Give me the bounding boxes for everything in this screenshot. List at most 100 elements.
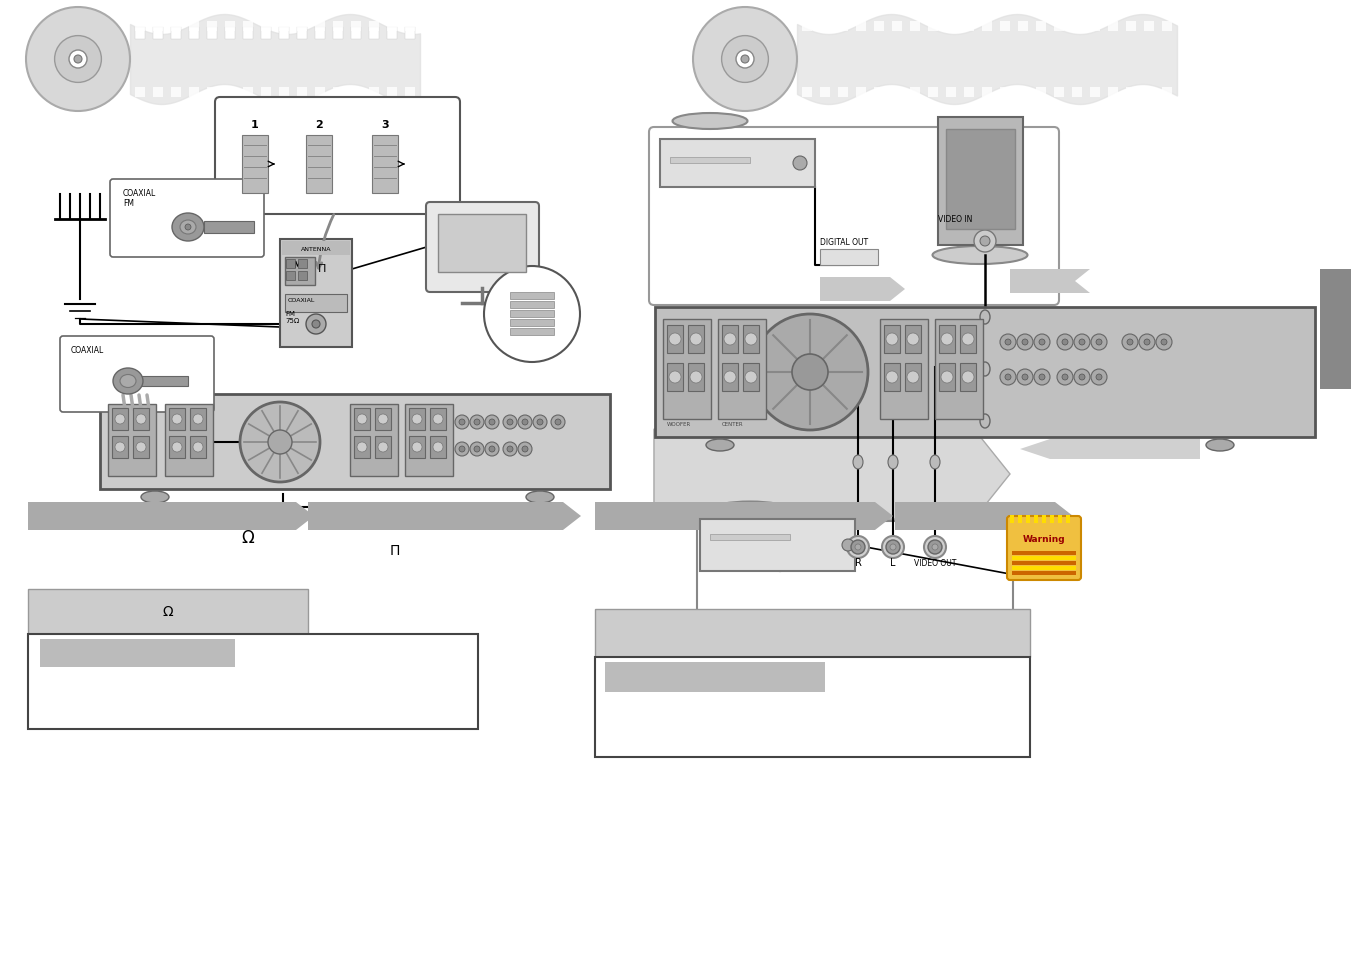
Bar <box>1125 88 1136 98</box>
Circle shape <box>942 334 952 346</box>
Circle shape <box>669 334 681 346</box>
Bar <box>838 22 848 32</box>
Circle shape <box>1021 339 1028 346</box>
Text: VIDEO OUT: VIDEO OUT <box>913 558 957 567</box>
Bar <box>1012 557 1075 560</box>
Ellipse shape <box>924 537 946 558</box>
Bar <box>189 28 199 40</box>
Bar <box>409 409 426 431</box>
Polygon shape <box>820 277 905 302</box>
Bar <box>1125 22 1136 32</box>
Bar <box>1019 22 1028 32</box>
Circle shape <box>942 372 952 384</box>
Bar <box>717 319 766 419</box>
Text: 75Ω: 75Ω <box>285 317 300 324</box>
Bar <box>946 22 957 32</box>
Bar <box>667 364 684 392</box>
Ellipse shape <box>69 51 86 69</box>
Bar <box>135 88 145 98</box>
Bar <box>261 22 272 32</box>
Text: L: L <box>890 558 896 567</box>
Circle shape <box>470 442 484 456</box>
Bar <box>911 88 920 98</box>
Circle shape <box>1000 370 1016 386</box>
Circle shape <box>474 419 480 426</box>
Bar <box>386 22 397 32</box>
Text: COAXIAL: COAXIAL <box>123 189 157 198</box>
Bar <box>802 88 812 98</box>
Bar <box>594 658 1029 758</box>
Circle shape <box>1017 335 1034 351</box>
Ellipse shape <box>113 369 143 395</box>
Circle shape <box>1034 335 1050 351</box>
Bar <box>207 28 218 40</box>
Bar <box>655 308 1315 437</box>
Circle shape <box>507 419 513 426</box>
Circle shape <box>193 415 203 424</box>
Circle shape <box>724 334 736 346</box>
Bar <box>409 436 426 458</box>
Bar <box>112 436 128 458</box>
Ellipse shape <box>141 492 169 503</box>
Bar <box>509 311 554 317</box>
Circle shape <box>503 442 517 456</box>
Bar <box>351 22 361 32</box>
Circle shape <box>1127 339 1133 346</box>
Circle shape <box>115 415 126 424</box>
Circle shape <box>555 419 561 426</box>
Bar <box>721 326 738 354</box>
Bar <box>299 260 307 269</box>
Ellipse shape <box>26 8 130 112</box>
Bar <box>350 405 399 476</box>
FancyBboxPatch shape <box>1006 517 1081 580</box>
Bar <box>884 364 900 392</box>
Circle shape <box>907 334 919 346</box>
Bar <box>509 329 554 335</box>
Text: Warning: Warning <box>1023 535 1066 543</box>
Bar <box>243 28 253 40</box>
Polygon shape <box>654 430 1011 519</box>
Bar <box>884 326 900 354</box>
Bar <box>315 22 326 32</box>
Circle shape <box>1034 370 1050 386</box>
Circle shape <box>1021 375 1028 380</box>
Circle shape <box>305 314 326 335</box>
Bar <box>261 88 272 98</box>
Bar <box>721 364 738 392</box>
Bar <box>946 88 957 98</box>
Ellipse shape <box>707 439 734 452</box>
Circle shape <box>474 447 480 453</box>
Bar <box>1162 88 1173 98</box>
Ellipse shape <box>928 540 942 555</box>
Bar <box>1090 22 1100 32</box>
Bar <box>386 88 397 98</box>
Circle shape <box>793 157 807 171</box>
Bar <box>965 88 974 98</box>
Bar <box>297 88 307 98</box>
Ellipse shape <box>526 492 554 503</box>
Bar <box>351 28 361 40</box>
Circle shape <box>1074 335 1090 351</box>
Bar <box>172 22 181 32</box>
Bar <box>939 326 955 354</box>
Bar <box>820 250 878 266</box>
Bar <box>928 88 938 98</box>
Ellipse shape <box>979 363 990 376</box>
Bar <box>961 364 975 392</box>
Bar <box>405 28 415 40</box>
Circle shape <box>1056 335 1073 351</box>
Bar <box>204 222 254 233</box>
Bar <box>946 130 1015 230</box>
Circle shape <box>521 447 528 453</box>
Text: COAXIAL: COAXIAL <box>288 297 315 303</box>
Circle shape <box>1079 375 1085 380</box>
Bar <box>369 22 380 32</box>
Circle shape <box>1062 375 1069 380</box>
Bar <box>351 88 361 98</box>
Bar <box>939 364 955 392</box>
Text: FM: FM <box>285 311 295 316</box>
Bar <box>172 28 181 40</box>
Circle shape <box>744 372 757 384</box>
Polygon shape <box>308 502 581 531</box>
Bar <box>911 22 920 32</box>
